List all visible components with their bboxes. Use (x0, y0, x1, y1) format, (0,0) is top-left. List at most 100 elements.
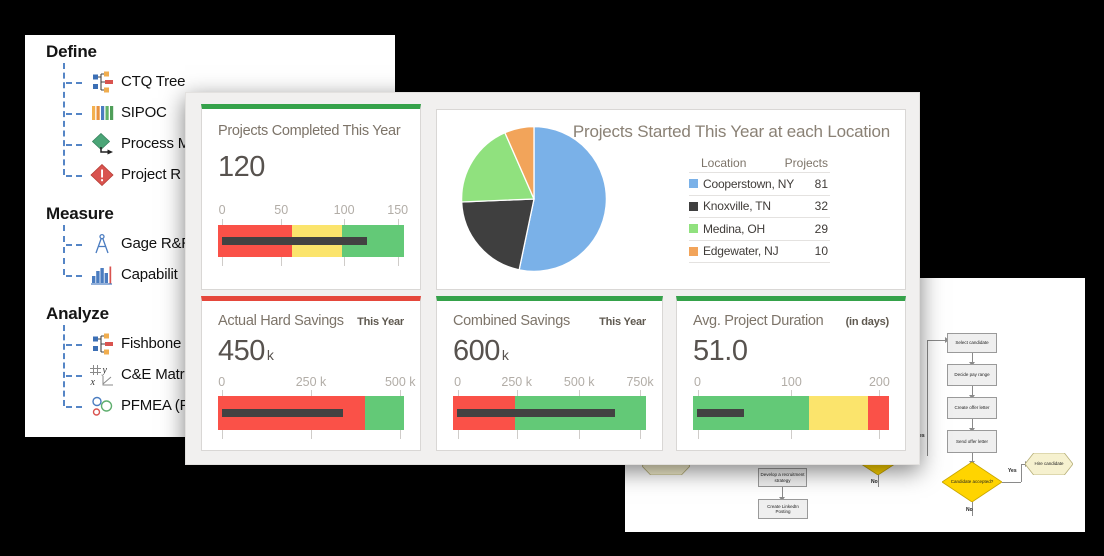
shape-item-label: Project R (121, 166, 181, 183)
axis-tick-label: 750k (626, 375, 654, 389)
legend-value: 32 (814, 199, 828, 214)
svg-text:x: x (90, 377, 96, 386)
tree-dash (66, 374, 82, 377)
kpi-value: 51.0 (693, 335, 748, 367)
flow-connector (972, 419, 973, 428)
flow-edge-label-yes: Yes (1008, 468, 1017, 474)
pie-slice-knoxville-tn (461, 198, 535, 271)
axis-tick-label: 100 (333, 203, 355, 217)
shape-item-label: Gage R&R (121, 235, 192, 252)
kpi-card-combined-savings: Combined Savings This Year 600 k 0 250 k 50… (436, 296, 663, 451)
flow-node-decide-pay-range[interactable]: Decide pay range (947, 364, 997, 386)
axis-tick-label: 0 (694, 375, 701, 389)
section-analyze: Analyze Fishbone y x C&E Matr PFMEA (F (25, 303, 395, 421)
tree-dash (66, 81, 82, 84)
kpi-value: 450 k (218, 335, 274, 367)
flow-connector (972, 353, 973, 362)
section-header-define: Define (46, 42, 97, 61)
card-subtitle: This Year (599, 316, 646, 328)
tree-dash (66, 243, 82, 246)
shape-item-c-e-matr[interactable]: y x C&E Matr (25, 359, 395, 390)
flow-node-hire-candidate[interactable]: Hire candidate (1025, 453, 1073, 475)
flow-connector (1021, 464, 1025, 465)
band-segment (364, 396, 404, 430)
section-measure: Measure Gage R&R Capabilit (25, 203, 395, 290)
legend-row-medina-oh: Medina, OH 29 (689, 218, 830, 241)
bullet-band (218, 390, 404, 439)
dashboard-panel: Projects Completed This Year 120 0 50 100 1… (185, 92, 920, 465)
legend-header-location: Location (701, 156, 747, 170)
pfmea-icon (89, 395, 115, 417)
shape-item-label: SIPOC (121, 104, 167, 121)
flow-connector (1021, 464, 1022, 482)
bullet-axis: 0 250 k 500 k (218, 375, 415, 391)
axis-tick-label: 500 k (384, 375, 416, 389)
bullet-band (218, 219, 404, 266)
legend-rows: Cooperstown, NY 81 Knoxville, TN 32 Medina, … (689, 173, 830, 263)
pie-slice-edgewater-nj (504, 125, 535, 200)
bullet-chart: 0 250 k 500 k 750k (453, 375, 654, 439)
kpi-card-avg-project-duration: Avg. Project Duration (in days) 51.0 0 10… (676, 296, 906, 451)
card-subtitle: This Year (357, 316, 404, 328)
tree-dash (66, 112, 82, 115)
gage-rr-icon (89, 233, 115, 255)
flow-node-select-candidate[interactable]: Select candidate (947, 333, 997, 353)
axis-tick-label: 0 (454, 375, 462, 389)
shape-item-fishbone[interactable]: Fishbone (25, 328, 395, 359)
measure-bar (221, 237, 367, 245)
pie-card-projects-started: Projects Started This Year at each Locat… (436, 109, 906, 290)
sipoc-icon (89, 102, 115, 124)
flow-edge-label-yes: Yes (916, 433, 925, 439)
flow-node-candidate-accepted[interactable]: Candidate accepted? (942, 462, 1002, 502)
axis-tick-label: 250 k (295, 375, 327, 389)
bullet-axis: 0 50 100 150 (218, 203, 409, 219)
legend-label: Cooperstown, NY (703, 176, 795, 191)
shape-item-process-m[interactable]: Process M (25, 128, 395, 159)
flow-node-create-linkedin-posting[interactable]: Create LinkedIn Posting (758, 499, 808, 519)
pie-chart (458, 123, 610, 275)
flow-node-develop-a-recruitment-strategy[interactable]: Develop a recruitment strategy (758, 468, 807, 487)
shape-item-gage-r-r[interactable]: Gage R&R (25, 228, 395, 259)
tree-dash (66, 174, 82, 177)
legend-swatch (689, 179, 698, 189)
legend-swatch (689, 246, 698, 256)
legend-table: Location Projects Cooperstown, NY 81 Knoxv… (689, 154, 830, 263)
process-map-icon (89, 132, 115, 155)
shape-item-sipoc[interactable]: SIPOC (25, 97, 395, 128)
axis-tick-label: 150 (387, 203, 409, 217)
fishbone-icon (89, 333, 115, 355)
flow-connector (972, 502, 973, 516)
bullet-chart: 0 250 k 500 k (218, 375, 416, 439)
legend-value: 81 (814, 176, 828, 191)
capability-icon (89, 264, 115, 286)
kpi-card-projects-completed: Projects Completed This Year 120 0 50 100 1… (201, 104, 421, 290)
card-title: Projects Completed This Year (218, 123, 401, 139)
flow-connector (782, 487, 783, 497)
section-header-measure: Measure (46, 204, 114, 223)
section-define: Define CTQ Tree SIPOC Process M Project R (25, 41, 395, 190)
shape-item-capabilit[interactable]: Capabilit (25, 259, 395, 290)
measure-bar (221, 409, 343, 417)
pie-card-title: Projects Started This Year at each Locat… (572, 122, 890, 141)
legend-row-edgewater-nj: Edgewater, NJ 10 (689, 241, 830, 263)
flow-connector (972, 386, 973, 395)
svg-text:y: y (102, 365, 108, 376)
section-header-analyze: Analyze (46, 304, 109, 323)
shape-item-label: C&E Matr (121, 366, 185, 383)
tree-dash (66, 143, 82, 146)
shape-item-project-r[interactable]: Project R (25, 159, 395, 190)
shape-item-pfmea-f[interactable]: PFMEA (F (25, 390, 395, 421)
flow-node-send-offer-letter[interactable]: Send offer letter (947, 430, 997, 453)
flow-node-create-offer-letter[interactable]: Create offer letter (947, 397, 997, 419)
bullet-axis: 0 100 200 (693, 375, 890, 391)
shape-item-label: PFMEA (F (121, 397, 189, 414)
shape-item-label: Fishbone (121, 335, 182, 352)
shape-item-ctq-tree[interactable]: CTQ Tree (25, 66, 395, 97)
axis-tick-label: 0 (218, 375, 226, 389)
tree-dash (66, 343, 82, 346)
tree-dash (66, 274, 82, 277)
shape-tree: Define CTQ Tree SIPOC Process M Project R Mea… (25, 41, 395, 421)
project-risk-icon (89, 163, 115, 186)
tree-connector-line (63, 225, 65, 275)
